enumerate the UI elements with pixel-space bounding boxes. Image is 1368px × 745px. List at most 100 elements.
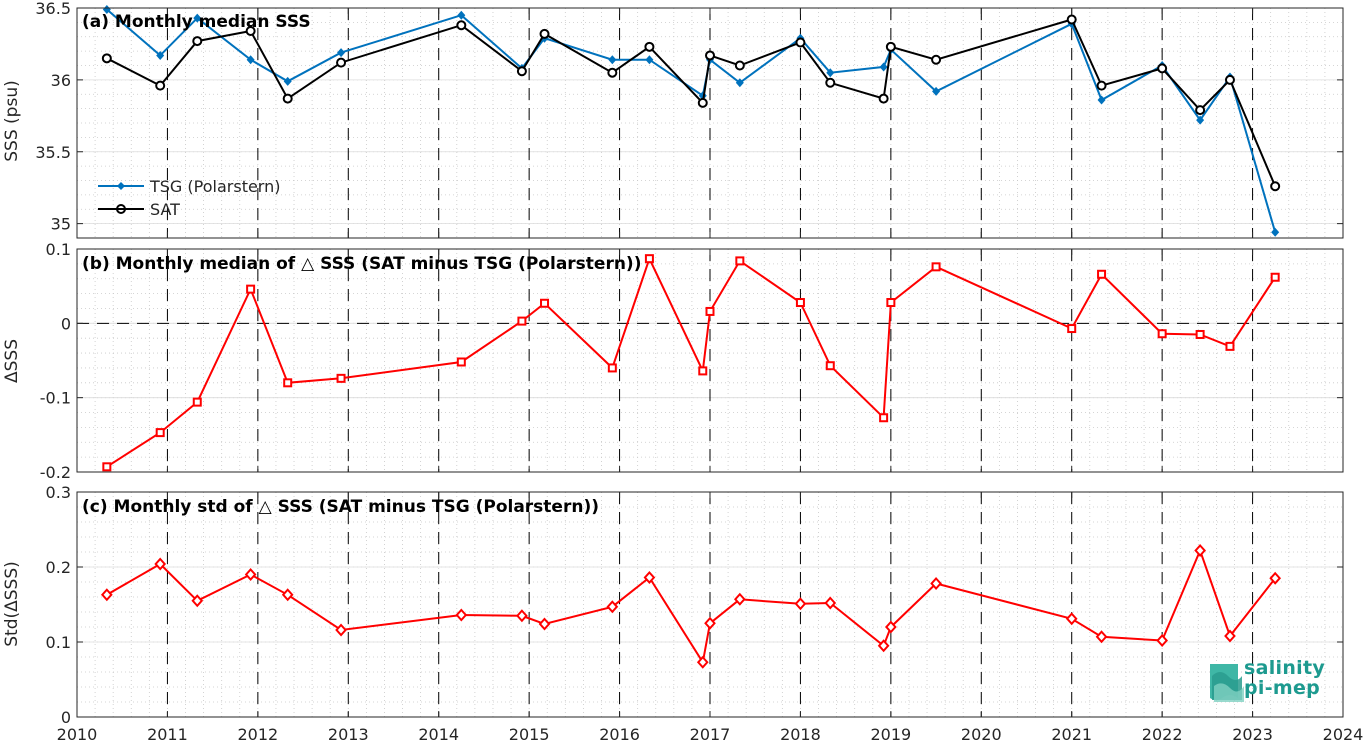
data-point	[1194, 544, 1206, 557]
legend-sat-label: SAT	[150, 200, 180, 219]
y-tick-label: 0.3	[46, 483, 71, 502]
y-tick-label: 0.1	[46, 633, 71, 652]
data-point	[538, 617, 551, 631]
data-point	[825, 77, 836, 88]
data-point	[697, 97, 708, 108]
y-tick-label: 0.2	[46, 558, 71, 577]
y-tick-label: 36	[51, 71, 71, 90]
data-point	[795, 37, 806, 48]
data-point	[879, 62, 888, 72]
data-point	[1224, 629, 1236, 643]
data-point	[516, 609, 528, 623]
x-tick-label: 2015	[509, 725, 550, 744]
salinity-pi-mep-logo: salinity pi-mep	[1208, 656, 1338, 702]
data-point	[824, 596, 837, 610]
panel-c-title: (c) Monthly std of △ SSS (SAT minus TSG …	[82, 497, 599, 517]
data-point	[282, 93, 293, 104]
data-point	[192, 36, 203, 47]
data-point	[155, 428, 165, 438]
data-point	[336, 57, 347, 68]
panel-c-marks	[100, 544, 1282, 669]
legend-tsg-marker	[117, 182, 125, 190]
data-point	[102, 462, 112, 472]
data-point	[643, 571, 656, 584]
panel-c-grid	[76, 491, 1344, 718]
data-point	[516, 66, 527, 77]
y-tick-label: 0.1	[46, 240, 71, 259]
logo-line2: pi-mep	[1244, 677, 1321, 699]
y-tick-label: -0.1	[40, 389, 71, 408]
data-point	[1157, 63, 1168, 74]
data-point	[193, 13, 202, 23]
panel-a-legend: TSG (Polarstern) SAT	[98, 177, 280, 219]
data-point	[517, 316, 527, 326]
data-point	[1195, 105, 1206, 116]
data-point	[456, 357, 466, 367]
data-point	[826, 68, 835, 78]
data-point	[1095, 630, 1108, 644]
wave-logo-icon	[1210, 664, 1244, 702]
data-point	[644, 41, 655, 52]
x-tick-label: 2022	[1142, 725, 1183, 744]
data-point	[245, 26, 256, 36]
data-point	[931, 262, 941, 272]
panel-c-ylabel: Std(ΔSSS)	[2, 561, 22, 647]
data-point	[191, 594, 204, 608]
data-point	[877, 639, 890, 653]
panel-a-title: (a) Monthly median SSS	[82, 12, 311, 32]
x-axis-tick-labels: 2010 2011 2012 2013 2014 2015 2016 2017 2018 2019…	[57, 725, 1364, 744]
data-point	[539, 28, 550, 39]
panel-b-grid	[76, 248, 1344, 473]
data-point	[156, 50, 165, 60]
data-point	[879, 413, 889, 423]
data-point	[885, 41, 896, 52]
legend-sat-marker	[116, 204, 126, 214]
y-tick-label: 0	[61, 708, 71, 727]
data-point	[1157, 329, 1167, 339]
data-point	[1270, 272, 1280, 282]
y-tick-label: -0.2	[40, 463, 71, 482]
data-point	[1269, 571, 1282, 585]
data-point	[335, 623, 347, 637]
data-point	[795, 298, 805, 308]
data-point	[644, 254, 654, 264]
data-point	[155, 80, 166, 91]
x-tick-label: 2024	[1323, 725, 1364, 744]
x-tick-label: 2014	[418, 725, 459, 744]
panel-a-ylabel: SSS (psu)	[2, 80, 22, 161]
x-tick-label: 2010	[57, 725, 98, 744]
data-point	[1065, 612, 1078, 626]
data-point	[932, 86, 941, 96]
y-tick-label: 35.5	[35, 143, 71, 162]
panel-a-grid	[76, 7, 1344, 239]
y-tick-label: 0	[61, 314, 71, 333]
data-point	[192, 397, 202, 407]
logo-line1: salinity	[1244, 657, 1326, 679]
data-point	[1097, 269, 1107, 279]
data-point	[283, 378, 293, 388]
data-point	[1225, 341, 1235, 351]
data-point	[336, 373, 346, 383]
data-point	[734, 60, 745, 71]
data-point	[825, 361, 835, 371]
panel-a-marks	[101, 4, 1281, 237]
data-point	[705, 50, 715, 61]
data-point	[1156, 634, 1168, 647]
panel-b-axes: -0.2 -0.1 0 0.1	[40, 240, 1344, 482]
y-tick-label: 35	[51, 215, 71, 234]
x-tick-label: 2013	[328, 725, 369, 744]
panel-b-ylabel: ΔSSS	[2, 339, 22, 383]
data-point	[607, 363, 617, 373]
data-point	[246, 284, 256, 294]
data-point	[930, 577, 942, 590]
x-tick-label: 2019	[870, 725, 911, 744]
x-tick-label: 2021	[1051, 725, 1092, 744]
panel-b: -0.2 -0.1 0 0.1 (b) Monthly median of △ SSS…	[2, 240, 1344, 482]
data-point	[698, 366, 708, 376]
data-point	[886, 298, 896, 308]
panel-b-marks	[102, 254, 1280, 472]
x-tick-label: 2016	[599, 725, 640, 744]
data-point	[455, 608, 468, 622]
data-point	[456, 20, 467, 31]
